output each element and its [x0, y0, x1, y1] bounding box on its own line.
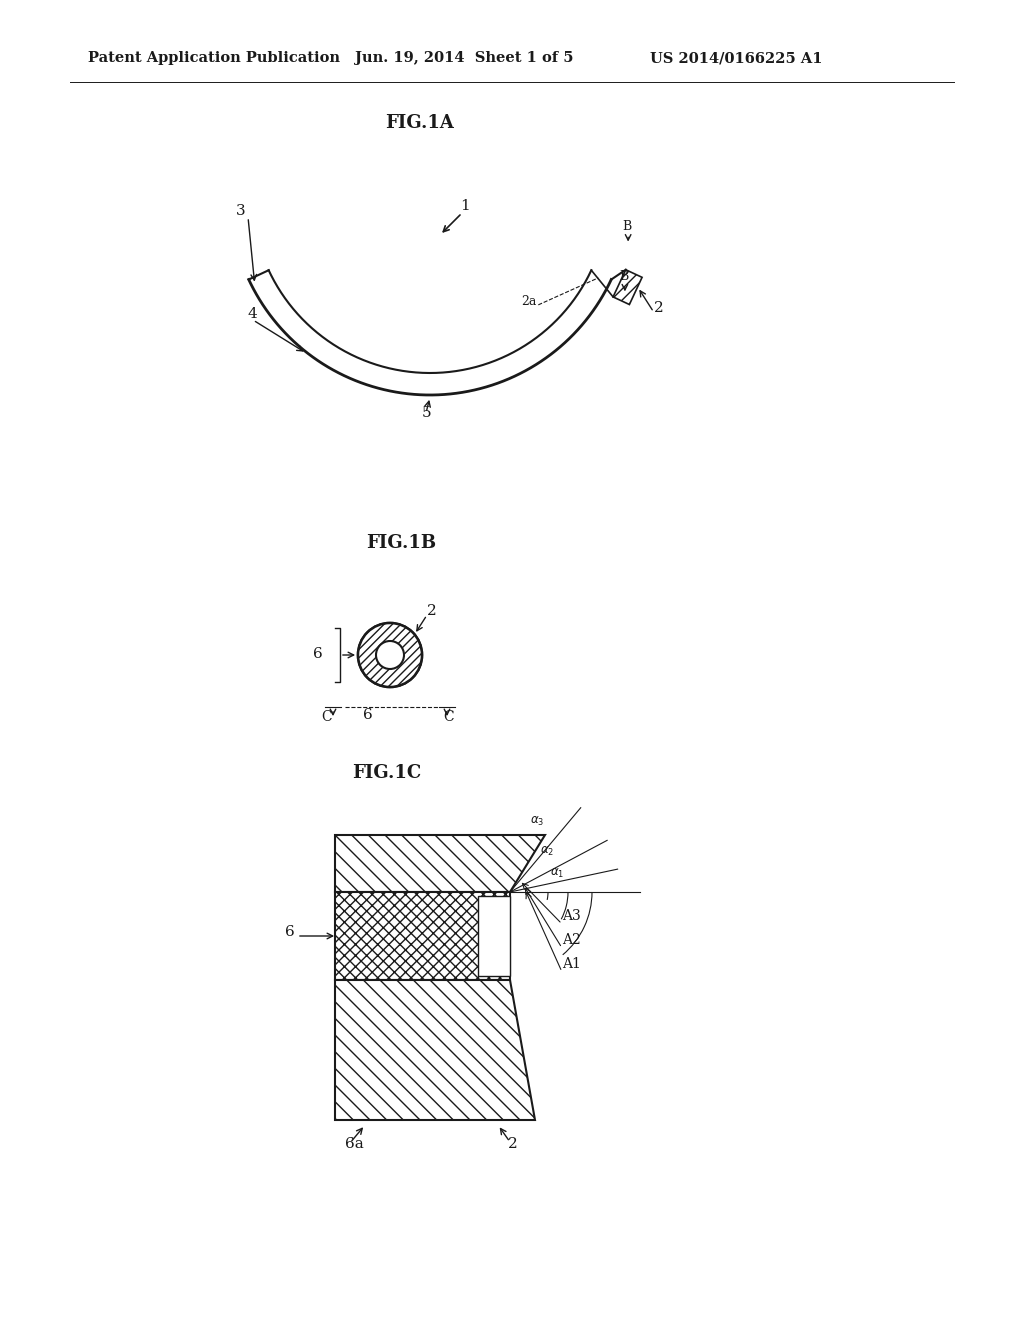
Circle shape	[358, 623, 422, 686]
Polygon shape	[478, 896, 510, 975]
Text: 6: 6	[362, 708, 373, 722]
Text: A3: A3	[562, 909, 581, 923]
Text: Patent Application Publication: Patent Application Publication	[88, 51, 340, 65]
Text: A1: A1	[562, 957, 581, 972]
Text: $\alpha_2$: $\alpha_2$	[540, 845, 554, 858]
Circle shape	[376, 642, 404, 669]
Polygon shape	[613, 269, 642, 305]
Text: 6a: 6a	[345, 1137, 364, 1151]
Text: FIG.1B: FIG.1B	[366, 535, 436, 552]
Text: Jun. 19, 2014  Sheet 1 of 5: Jun. 19, 2014 Sheet 1 of 5	[355, 51, 573, 65]
Text: 2: 2	[427, 605, 437, 618]
Text: 4: 4	[248, 308, 258, 321]
Text: $\alpha_3$: $\alpha_3$	[530, 814, 545, 828]
Text: $\alpha_1$: $\alpha_1$	[550, 867, 564, 880]
Polygon shape	[335, 979, 535, 1119]
Text: B: B	[623, 220, 632, 234]
Text: 2: 2	[508, 1137, 518, 1151]
Text: FIG.1A: FIG.1A	[385, 114, 454, 132]
Text: 6: 6	[285, 925, 295, 939]
Polygon shape	[335, 836, 545, 892]
Text: 3: 3	[236, 205, 246, 218]
Polygon shape	[335, 892, 510, 979]
Text: 6: 6	[313, 647, 323, 661]
Text: 2: 2	[653, 301, 664, 315]
Circle shape	[358, 623, 422, 686]
Text: 1: 1	[460, 199, 470, 213]
Text: 2a: 2a	[521, 294, 537, 308]
Text: 5: 5	[422, 407, 432, 420]
Text: C: C	[443, 710, 454, 723]
Text: US 2014/0166225 A1: US 2014/0166225 A1	[650, 51, 822, 65]
Text: A2: A2	[562, 933, 581, 946]
Text: FIG.1C: FIG.1C	[352, 764, 421, 781]
Text: C: C	[321, 710, 332, 723]
Text: B: B	[618, 271, 628, 284]
